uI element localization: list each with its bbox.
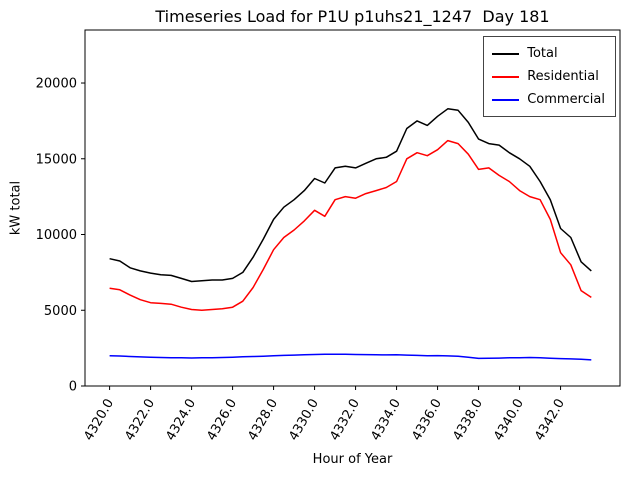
legend: Total Residential Commercial	[483, 36, 616, 117]
x-tick-label: 4330.0	[286, 397, 322, 444]
y-axis-label: kW total	[8, 180, 24, 236]
total-line-swatch	[492, 52, 520, 55]
legend-entry-total: Total	[492, 42, 605, 65]
x-tick-label: 4338.0	[450, 397, 486, 444]
y-tick-label: 0	[69, 380, 77, 395]
x-tick-label: 4324.0	[163, 397, 199, 444]
series-line-commercial	[109, 353, 592, 361]
legend-label-total: Total	[527, 46, 558, 61]
legend-label-commercial: Commercial	[527, 92, 605, 107]
x-tick-label: 4328.0	[245, 397, 281, 444]
x-tick-label: 4336.0	[409, 397, 445, 444]
x-axis-label: Hour of Year	[312, 452, 393, 467]
x-tick-label: 4332.0	[327, 397, 363, 444]
commercial-line-swatch	[492, 98, 520, 101]
x-tick-label: 4342.0	[532, 397, 568, 444]
x-tick-label: 4322.0	[122, 397, 158, 444]
series-line-total	[109, 108, 592, 283]
y-tick-label: 15000	[36, 152, 77, 167]
x-tick-label: 4320.0	[81, 397, 117, 444]
series-line-residential	[109, 139, 592, 312]
legend-label-residential: Residential	[527, 69, 599, 84]
axes-spines	[84, 29, 621, 387]
y-tick-label: 10000	[36, 228, 77, 243]
y-tick-label: 20000	[36, 77, 77, 92]
legend-entry-residential: Residential	[492, 65, 605, 88]
x-tick-label: 4340.0	[491, 397, 527, 444]
legend-entry-commercial: Commercial	[492, 88, 605, 111]
residential-line-swatch	[492, 75, 520, 78]
x-tick-label: 4326.0	[204, 397, 240, 444]
chart-title: Timeseries Load for P1U p1uhs21_1247 Day…	[155, 7, 550, 26]
x-tick-label: 4334.0	[368, 397, 404, 444]
y-tick-label: 5000	[44, 304, 77, 319]
